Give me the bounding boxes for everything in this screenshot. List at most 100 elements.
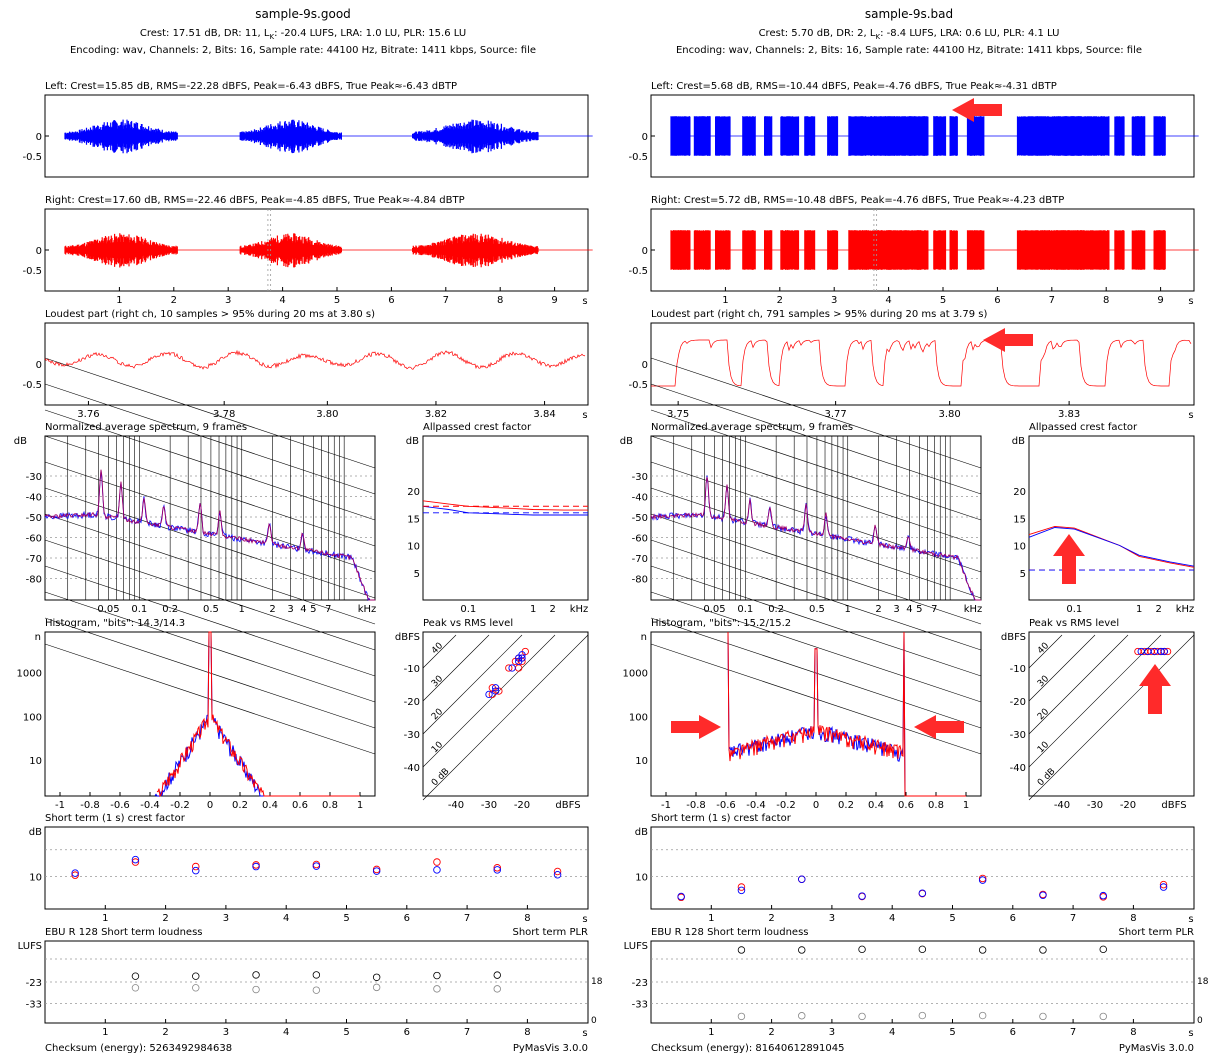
histogram-ytick-10: 10 xyxy=(29,756,42,767)
histogram-xtick-0: 0 xyxy=(207,800,213,811)
pvr-point-left xyxy=(485,690,493,699)
pvr-point-left xyxy=(508,664,516,672)
spectrum-xtick-0.05: 0.05 xyxy=(703,604,725,615)
spectrum-right-line xyxy=(44,469,375,601)
histogram-xtick--0.2: -0.2 xyxy=(776,800,796,811)
time-axis-unit: s xyxy=(1188,296,1193,307)
allpass-title: Allpassed crest factor xyxy=(1029,422,1138,433)
spectrum-slope-line xyxy=(44,435,376,547)
ebu-plr-point xyxy=(372,983,381,992)
pvr-ytick--40: -40 xyxy=(404,763,420,774)
ebu-loudness-point xyxy=(131,972,140,980)
ebu-plr-point xyxy=(433,985,441,993)
short-crest-xtick-6: 6 xyxy=(1010,913,1016,924)
right-channel-ytick-0: 0 xyxy=(36,246,42,257)
lk-subscript: K xyxy=(269,33,274,41)
ebu-loudness-point xyxy=(252,971,260,979)
spectrum-slope-line xyxy=(650,565,982,677)
loudest-axis-unit: s xyxy=(582,410,587,421)
short-crest-xtick-8: 8 xyxy=(1130,913,1136,924)
pvr-diag-label: 20 xyxy=(430,707,445,722)
loudest-tick-3.78: 3.78 xyxy=(213,409,235,420)
histogram-frame xyxy=(650,631,982,797)
allpass-xunit: kHz xyxy=(1176,604,1195,615)
loudest-tick-3.84: 3.84 xyxy=(533,409,555,420)
spectrum-slope-line xyxy=(44,565,376,677)
short-crest-xtick-5: 5 xyxy=(949,913,955,924)
pvr-diag-label: 30 xyxy=(430,674,445,689)
short-crest-xtick-5: 5 xyxy=(343,913,349,924)
pvr-diagonal xyxy=(1028,634,1195,801)
spectrum-xunit: kHz xyxy=(358,604,377,615)
loudest-ytick-0: 0 xyxy=(36,360,42,371)
spectrum-slope-line xyxy=(650,513,982,625)
spectrum-slope-line xyxy=(650,383,982,495)
spectrum-slope-line xyxy=(44,487,376,599)
short-crest-xtick-6: 6 xyxy=(404,913,410,924)
short-crest-xtick-1: 1 xyxy=(102,913,108,924)
ebu-loudness-point xyxy=(737,946,746,954)
pvr-xtick--40: -40 xyxy=(448,800,464,811)
plr-label: Short term PLR xyxy=(1119,927,1195,938)
ebu-plr-point xyxy=(1039,1012,1047,1021)
spectrum-xunit: kHz xyxy=(964,604,983,615)
right-channel-ytick-0: 0 xyxy=(642,246,648,257)
histogram-left-line xyxy=(727,631,966,797)
plr-ytick-zero: 0 xyxy=(1197,1016,1203,1026)
checksum: Checksum (energy): 81640612891045 xyxy=(651,1043,845,1054)
ebu-xtick-5: 5 xyxy=(949,1027,955,1038)
ebu-ytick--23: -23 xyxy=(26,978,42,989)
allpass-frame xyxy=(422,435,589,601)
arrow-allpass xyxy=(1053,534,1085,584)
short-crest-xunit: s xyxy=(1188,914,1193,925)
time-tick-9: 9 xyxy=(551,295,557,306)
spectrum-xtick-5: 5 xyxy=(310,604,316,615)
histogram-xtick--0.4: -0.4 xyxy=(746,800,766,811)
ebu-xtick-5: 5 xyxy=(343,1027,349,1038)
plr-ytick-max: 18 xyxy=(1197,977,1209,987)
short-crest-xtick-8: 8 xyxy=(524,913,530,924)
time-tick-9: 9 xyxy=(1157,295,1163,306)
short-crest-point-left xyxy=(677,892,685,901)
loudest-tick-3.80: 3.80 xyxy=(939,409,961,420)
left-channel-title: Left: Crest=15.85 dB, RMS=-22.28 dBFS, P… xyxy=(45,81,457,92)
short-crest-point-left xyxy=(252,862,260,871)
pvr-diagonal xyxy=(422,634,523,735)
version-label: PyMasVis 3.0.0 xyxy=(513,1043,588,1054)
loudest-ytick-0: 0 xyxy=(642,360,648,371)
pvr-xtick--20: -20 xyxy=(1120,800,1136,811)
short-crest-point-right xyxy=(433,858,441,866)
spectrum-slope-line xyxy=(650,409,982,521)
loudest-tick-3.77: 3.77 xyxy=(824,409,846,420)
loudest-waveform xyxy=(651,339,1192,387)
allpass-xtick-2: 2 xyxy=(550,604,556,615)
ebu-xtick-6: 6 xyxy=(1010,1027,1016,1038)
short-crest-xtick-2: 2 xyxy=(768,913,774,924)
ebu-plr-point xyxy=(918,1011,927,1020)
ebu-plr-point xyxy=(978,1011,987,1020)
pvr-diag-label: 30 xyxy=(1036,674,1051,689)
pvr-diagonal xyxy=(1028,634,1162,768)
loudest-tick-3.80: 3.80 xyxy=(316,409,338,420)
spectrum-slope-line xyxy=(44,513,376,625)
pvr-point-right xyxy=(505,664,513,672)
pvr-diagonal xyxy=(422,634,457,669)
pvr-ytick--20: -20 xyxy=(1010,697,1026,708)
summary-line: Crest: 17.51 dB, DR: 11, LK: -20.4 LUFS,… xyxy=(140,28,466,41)
ebu-plr-point xyxy=(252,985,260,994)
allpass-title: Allpassed crest factor xyxy=(423,422,532,433)
pvr-ytick--40: -40 xyxy=(1010,763,1026,774)
loudest-tick-3.82: 3.82 xyxy=(425,409,447,420)
ebu-loudness-point xyxy=(918,945,927,954)
encoding-line: Encoding: wav, Channels: 2, Bits: 16, Sa… xyxy=(676,45,1142,56)
pvr-title: Peak vs RMS level xyxy=(423,618,513,629)
histogram-title: Histogram, "bits": 15.2/15.2 xyxy=(651,618,791,629)
time-tick-6: 6 xyxy=(994,295,1000,306)
allpass-xtick-1: 1 xyxy=(1136,604,1142,615)
time-tick-2: 2 xyxy=(171,295,177,306)
spectrum-unit: dB xyxy=(14,436,27,447)
histogram-xtick--0.4: -0.4 xyxy=(140,800,160,811)
allpass-right-line xyxy=(422,500,588,511)
time-tick-1: 1 xyxy=(116,295,122,306)
time-tick-3: 3 xyxy=(831,295,837,306)
